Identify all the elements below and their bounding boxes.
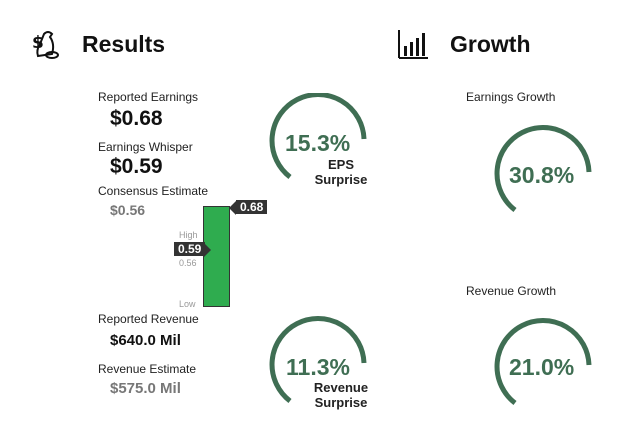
earnings-growth-value: 30.8% [509, 162, 575, 188]
eps-consensus-tick: 0.56 [179, 258, 197, 268]
eps-surprise-caption-line1: EPS [327, 157, 354, 172]
revenue-surprise-gauge [268, 315, 372, 415]
eps-whisper-flag: 0.59 [174, 242, 206, 256]
revenue-growth-value: 21.0% [509, 354, 575, 380]
growth-title: Growth [450, 31, 531, 57]
money-bag-icon: $ [30, 30, 62, 60]
reported-earnings-value: $0.68 [110, 107, 163, 130]
revenue-growth-label: Revenue Growth [466, 284, 557, 298]
revenue-growth-gauge [493, 315, 597, 419]
consensus-label: Consensus Estimate [98, 184, 209, 198]
eps-actual-flag: 0.68 [236, 200, 268, 214]
results-title: Results [82, 31, 166, 57]
earnings-whisper-label: Earnings Whisper [98, 140, 193, 154]
reported-revenue-value: $640.0 Mil [110, 332, 181, 349]
revenue-surprise-caption-line2: Surprise [314, 395, 368, 410]
reported-revenue-label: Reported Revenue [98, 312, 199, 326]
eps-surprise-percent: 15.3% [285, 130, 351, 156]
revenue-estimate-value: $575.0 Mil [110, 380, 181, 397]
eps-actual-flag-arrow [229, 201, 236, 215]
revenue-estimate-label: Revenue Estimate [98, 362, 197, 376]
eps-surprise-caption: EPS Surprise [306, 157, 376, 187]
eps-high-label: High [179, 230, 198, 240]
earnings-growth-label: Earnings Growth [466, 90, 556, 104]
earnings-whisper-value: $0.59 [110, 155, 163, 178]
eps-surprise-caption-line2: Surprise [314, 172, 368, 187]
svg-text:$: $ [32, 33, 44, 53]
earnings-growth-gauge [493, 122, 597, 226]
bar-chart-icon [396, 28, 430, 60]
revenue-surprise-percent: 11.3% [286, 354, 350, 380]
consensus-value: $0.56 [110, 202, 146, 218]
revenue-surprise-caption: Revenue Surprise [306, 380, 376, 410]
eps-low-label: Low [179, 299, 196, 309]
revenue-surprise-caption-line1: Revenue [313, 380, 369, 395]
reported-earnings-label: Reported Earnings [98, 90, 199, 104]
eps-whisper-flag-arrow [204, 243, 211, 257]
eps-surprise-gauge [268, 92, 372, 193]
